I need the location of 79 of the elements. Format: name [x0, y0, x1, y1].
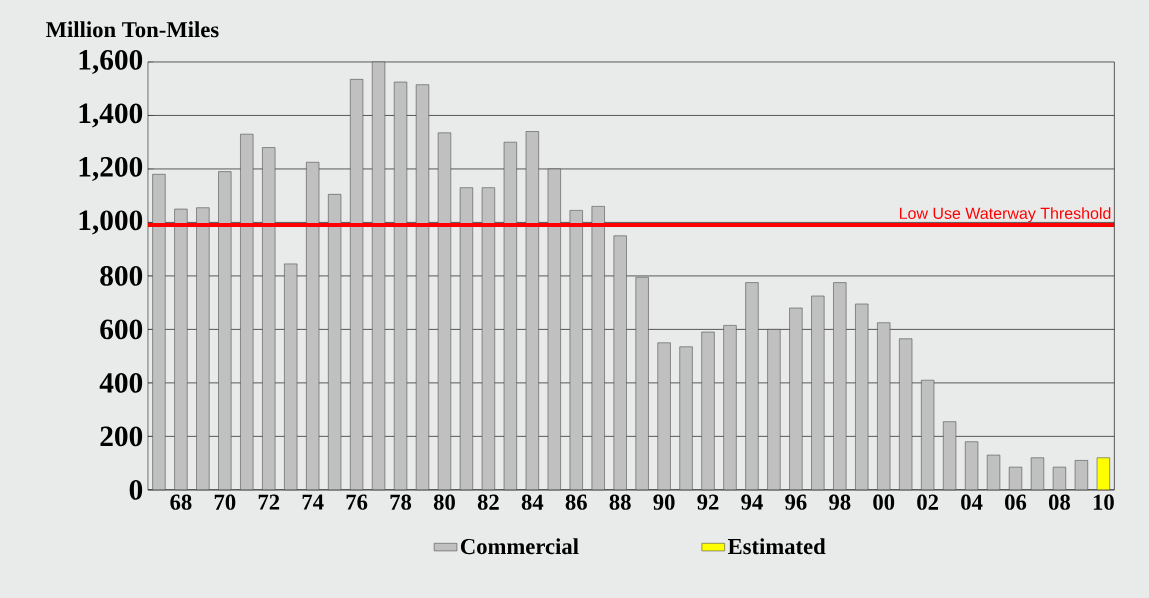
bar: [986, 454, 1001, 490]
x-tick-label: 04: [961, 494, 983, 510]
y-tick-label: 1,200: [79, 156, 143, 181]
bar: [899, 338, 913, 490]
bar: [174, 208, 188, 490]
x-tick-label: 88: [609, 494, 631, 510]
x-tick-label: 74: [302, 494, 324, 510]
bar: [855, 303, 869, 490]
bar: [350, 78, 364, 490]
bar: [679, 346, 693, 490]
bar: [196, 207, 210, 490]
x-tick-label: 80: [433, 494, 455, 510]
legend-label: Estimated: [727, 538, 826, 554]
bar: [459, 187, 474, 490]
y-axis-title: Million Ton-Miles: [45, 21, 219, 38]
x-tick-label: 08: [1048, 494, 1071, 510]
bar: [833, 282, 847, 490]
y-tick-label: 1,600: [79, 49, 143, 74]
y-tick-label: 1,000: [79, 210, 143, 235]
bar: [789, 307, 803, 490]
bar: [657, 342, 671, 490]
bar: [1008, 466, 1023, 490]
bar: [415, 84, 430, 490]
bar: [284, 263, 298, 490]
x-tick-label: 70: [214, 494, 236, 510]
bar: [437, 132, 452, 490]
bar: [921, 379, 935, 490]
bar: [262, 147, 276, 490]
bar: [393, 81, 408, 490]
bar: [547, 168, 561, 490]
bar: [811, 295, 825, 490]
bar: [218, 171, 232, 490]
x-tick-label: 72: [258, 494, 280, 510]
y-tick-label: 200: [100, 426, 143, 447]
y-tick-label: 0: [129, 479, 143, 500]
y-tick-label: 1,400: [79, 103, 143, 128]
x-tick-label: 84: [521, 494, 544, 510]
bar: [964, 441, 979, 490]
ref-line-label: Low Use Waterway Threshold: [899, 207, 1111, 222]
bar: [306, 161, 320, 490]
bar: [701, 331, 715, 490]
bar: [240, 133, 254, 490]
bar: [525, 131, 539, 490]
x-tick-label: 94: [741, 494, 763, 510]
bar: [481, 187, 495, 490]
bar: [767, 328, 781, 490]
x-tick-label: 00: [873, 494, 895, 510]
y-tick-label: 400: [99, 372, 143, 393]
bar: [1074, 459, 1088, 490]
x-tick-label: 96: [785, 494, 807, 510]
bar: [877, 322, 891, 490]
bar: [371, 61, 386, 490]
bar: [1052, 466, 1067, 490]
x-tick-label: 82: [477, 494, 499, 510]
x-tick-label: 10: [1093, 494, 1114, 510]
bar: [613, 235, 627, 490]
y-tick-label: 800: [100, 265, 143, 286]
x-tick-label: 78: [390, 494, 412, 510]
bar: [1096, 457, 1110, 490]
bar: [723, 324, 737, 490]
x-tick-label: 90: [653, 494, 675, 510]
bar: [1030, 457, 1045, 490]
bar: [635, 276, 649, 490]
bar: [943, 421, 957, 490]
bar: [569, 209, 583, 490]
x-tick-label: 98: [829, 494, 851, 510]
x-tick-label: 02: [917, 494, 939, 510]
bar: [152, 173, 166, 490]
bar: [745, 282, 759, 490]
x-tick-label: 92: [697, 494, 719, 510]
bar: [503, 141, 517, 490]
legend-label: Commercial: [460, 538, 579, 554]
x-tick-label: 68: [170, 494, 192, 510]
y-tick-label: 600: [100, 319, 143, 340]
x-tick-label: 86: [565, 494, 587, 510]
bar: [591, 205, 605, 490]
x-tick-label: 76: [346, 494, 368, 510]
bar: [328, 193, 342, 490]
x-tick-label: 06: [1005, 494, 1027, 510]
